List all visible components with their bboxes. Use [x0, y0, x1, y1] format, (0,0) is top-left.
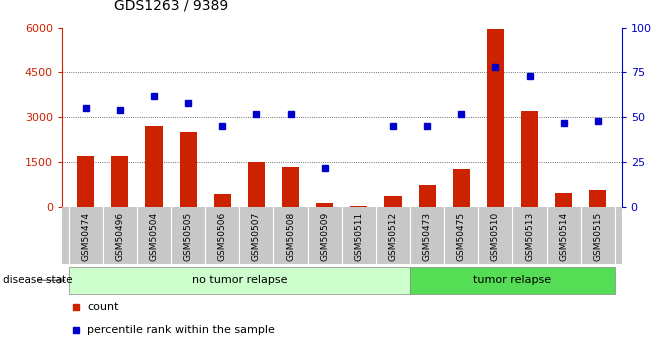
Text: GSM50504: GSM50504 [150, 211, 158, 261]
Text: GSM50514: GSM50514 [559, 211, 568, 261]
Bar [410, 267, 615, 294]
Text: GSM50507: GSM50507 [252, 211, 261, 261]
Text: GSM50473: GSM50473 [422, 211, 432, 261]
Bar [589, 190, 606, 207]
Bar [68, 267, 410, 294]
Bar [555, 193, 572, 207]
Bar [180, 132, 197, 207]
Text: count: count [87, 302, 118, 312]
Bar [77, 156, 94, 207]
Text: GSM50512: GSM50512 [389, 211, 398, 261]
Bar [419, 185, 436, 207]
Text: disease state: disease state [3, 275, 73, 285]
Bar [145, 126, 163, 207]
Text: GSM50510: GSM50510 [491, 211, 500, 261]
Text: GSM50505: GSM50505 [184, 211, 193, 261]
Bar [316, 203, 333, 207]
Text: GSM50513: GSM50513 [525, 211, 534, 261]
Bar [521, 111, 538, 207]
Text: GSM50511: GSM50511 [354, 211, 363, 261]
Text: GSM50515: GSM50515 [593, 211, 602, 261]
Bar [452, 169, 470, 207]
Text: percentile rank within the sample: percentile rank within the sample [87, 325, 275, 335]
Text: GSM50509: GSM50509 [320, 211, 329, 261]
Text: no tumor relapse: no tumor relapse [191, 275, 287, 285]
Text: GDS1263 / 9389: GDS1263 / 9389 [114, 0, 228, 12]
Text: tumor relapse: tumor relapse [473, 275, 551, 285]
Text: GSM50508: GSM50508 [286, 211, 295, 261]
Bar [385, 196, 402, 207]
Text: GSM50474: GSM50474 [81, 211, 90, 260]
Text: GSM50475: GSM50475 [457, 211, 465, 261]
Bar [487, 29, 504, 207]
Bar [282, 167, 299, 207]
Text: GSM50506: GSM50506 [218, 211, 227, 261]
Bar [248, 162, 265, 207]
Text: GSM50496: GSM50496 [115, 211, 124, 261]
Bar [214, 194, 231, 207]
Bar [350, 206, 367, 207]
Bar [111, 156, 128, 207]
